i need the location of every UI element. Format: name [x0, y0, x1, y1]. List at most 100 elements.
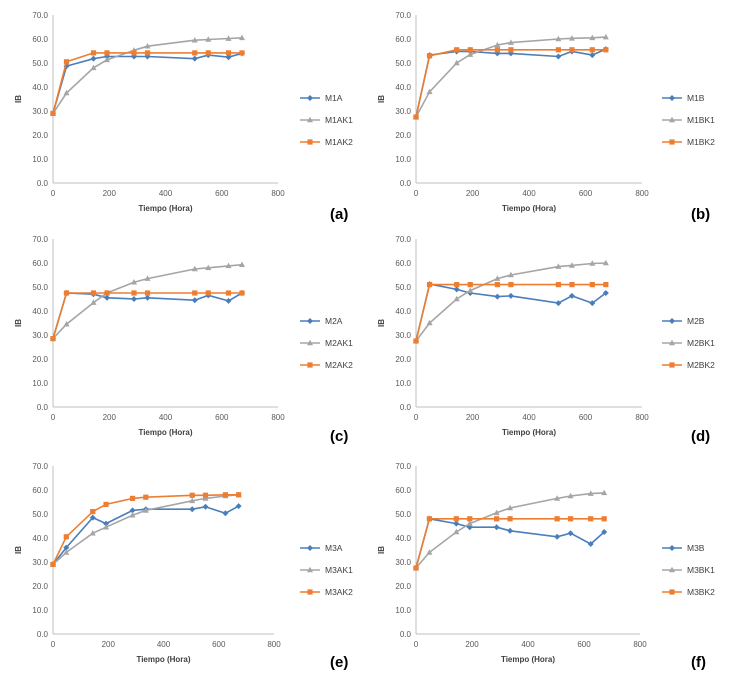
panel-label: (f): [691, 654, 706, 671]
data-point: [426, 53, 433, 59]
y-tick-label: 70.0: [32, 235, 48, 244]
y-tick-label: 0.0: [400, 630, 412, 639]
data-point: [129, 495, 136, 501]
y-tick-label: 10.0: [32, 155, 48, 164]
data-point: [104, 50, 110, 56]
legend-label: M3BK1: [687, 565, 715, 575]
data-point: [494, 293, 501, 300]
series-M1BK1: [413, 33, 609, 120]
data-point: [189, 497, 196, 504]
y-tick-label: 60.0: [395, 35, 411, 44]
data-point: [589, 47, 595, 53]
data-point: [454, 282, 460, 288]
data-point: [453, 520, 460, 527]
data-point: [144, 294, 151, 301]
data-point: [508, 282, 514, 288]
data-point: [90, 55, 97, 62]
x-tick-label: 0: [414, 640, 419, 649]
data-point: [63, 290, 70, 296]
y-tick-label: 0.0: [400, 179, 412, 188]
data-point: [602, 33, 609, 40]
data-point: [589, 52, 596, 59]
panel-label: (a): [330, 206, 348, 223]
legend-marker: [669, 545, 675, 551]
data-point: [144, 43, 151, 49]
legend-entry: M1BK2: [662, 137, 715, 147]
y-tick-label: 40.0: [32, 307, 48, 316]
data-point: [588, 516, 594, 522]
legend-entry: M1AK2: [300, 137, 353, 147]
data-point: [589, 300, 596, 307]
data-point: [90, 50, 97, 56]
data-point: [144, 275, 151, 281]
y-tick-label: 60.0: [395, 259, 411, 268]
data-point: [103, 524, 110, 530]
y-tick-label: 30.0: [32, 558, 48, 567]
y-tick-label: 50.0: [395, 59, 411, 68]
legend-entry: M3B: [662, 543, 705, 553]
data-point: [467, 51, 474, 57]
series-line: [415, 36, 606, 118]
series-M3AK1: [50, 491, 242, 567]
y-axis-title: IB: [377, 546, 386, 554]
y-tick-label: 20.0: [32, 131, 48, 140]
y-tick-label: 70.0: [395, 462, 411, 471]
chart-panel-4: 0.0 10.0 20.0 30.0 40.0 50.0 60.0 70.0 0 200 400 60…: [377, 235, 715, 445]
y-tick-label: 20.0: [395, 582, 411, 591]
data-point: [602, 259, 609, 266]
x-tick-label: 0: [414, 189, 419, 198]
data-point: [454, 47, 460, 53]
series-line: [415, 492, 605, 569]
x-axis-title: Tiempo (Hora): [501, 655, 555, 664]
x-tick-label: 400: [159, 413, 173, 422]
x-axis-title: Tiempo (Hora): [502, 428, 556, 437]
data-point: [466, 520, 473, 526]
data-point: [555, 35, 562, 42]
y-tick-label: 70.0: [395, 11, 411, 20]
data-point: [426, 549, 433, 555]
legend-label: M1B: [687, 93, 705, 103]
y-tick-label: 50.0: [32, 59, 48, 68]
data-point: [90, 290, 97, 296]
series-line: [415, 517, 605, 569]
x-tick-label: 800: [271, 413, 285, 422]
data-point: [144, 50, 151, 56]
legend-marker: [307, 95, 313, 101]
data-point: [453, 295, 460, 302]
legend-entry: M3BK1: [662, 565, 715, 575]
series-line: [415, 262, 606, 342]
data-point: [467, 287, 474, 293]
legend-label: M2BK1: [687, 338, 715, 348]
series-M1BK2: [413, 47, 609, 120]
data-point: [555, 300, 562, 307]
data-point: [236, 492, 242, 498]
x-axis-title: Tiempo (Hora): [138, 204, 192, 213]
y-tick-label: 40.0: [32, 83, 48, 92]
x-tick-label: 400: [157, 640, 171, 649]
legend-marker: [307, 566, 313, 573]
x-axis-title: Tiempo (Hora): [138, 428, 192, 437]
series-M1AK2: [50, 50, 245, 116]
legend-label: M3B: [687, 543, 705, 553]
data-point: [602, 290, 609, 296]
series-line: [52, 52, 242, 114]
data-point: [239, 34, 245, 41]
data-point: [63, 321, 70, 327]
x-tick-label: 0: [51, 189, 56, 198]
data-point: [426, 88, 433, 95]
legend-marker: [669, 339, 675, 346]
data-point: [493, 509, 500, 516]
data-point: [63, 544, 70, 551]
chart-panel-6: 0.0 10.0 20.0 30.0 40.0 50.0 60.0 70.0 0 200 400 60…: [377, 462, 715, 671]
series-M2BK2: [413, 282, 609, 344]
data-point: [90, 299, 97, 305]
data-point: [603, 282, 609, 288]
x-axis-title: Tiempo (Hora): [502, 204, 556, 213]
y-tick-label: 20.0: [32, 582, 48, 591]
legend-marker: [307, 339, 313, 346]
data-point: [131, 290, 137, 296]
data-point: [103, 520, 110, 527]
series-M2A: [50, 290, 245, 342]
legend-marker: [669, 318, 675, 324]
x-tick-label: 400: [159, 189, 173, 198]
